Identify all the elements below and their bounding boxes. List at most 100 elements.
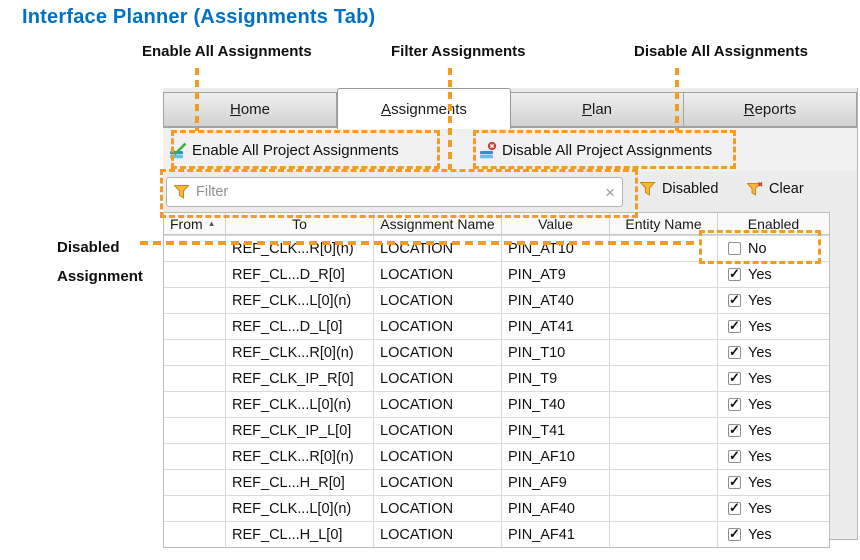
cell-enabled: ✓ Yes (718, 314, 829, 339)
annotation-line-filter (448, 68, 452, 170)
show-disabled-filter-button[interactable]: Disabled (640, 181, 718, 197)
cell-from (164, 236, 226, 261)
checkmark-icon: ✓ (729, 318, 740, 333)
enabled-checkbox[interactable] (728, 242, 741, 255)
cell-value: PIN_AT40 (502, 288, 610, 313)
column-header-enabled[interactable]: Enabled (747, 215, 800, 232)
cell-enabled: ✓ Yes (718, 444, 829, 469)
annotation-line-disabled-row (140, 241, 699, 245)
enabled-label: Yes (748, 526, 772, 543)
cell-entity-name (610, 470, 718, 495)
cell-assignment-name: LOCATION (374, 340, 502, 365)
annotation-box-no-checkbox (699, 230, 821, 264)
cell-assignment-name: LOCATION (374, 496, 502, 521)
checkmark-icon: ✓ (729, 474, 740, 489)
cell-from (164, 470, 226, 495)
callout-disabled-line1: Disabled (57, 239, 120, 256)
disable-assignments-icon (480, 141, 497, 158)
cell-assignment-name: LOCATION (374, 522, 502, 547)
annotation-box-filter-input (160, 169, 638, 218)
clear-filter-button[interactable]: Clear (747, 181, 804, 197)
cell-assignment-name: LOCATION (374, 418, 502, 443)
cell-from (164, 262, 226, 287)
cell-to: REF_CL...H_L[0] (226, 522, 374, 547)
enabled-checkbox[interactable]: ✓ (728, 449, 741, 463)
cell-entity-name (610, 340, 718, 365)
filter-text-field[interactable] (194, 183, 602, 201)
table-row[interactable]: REF_CLK...R[0](n) LOCATION PIN_AT10 No (164, 235, 829, 261)
cell-from (164, 496, 226, 521)
clear-filter-label: Clear (769, 181, 804, 197)
enabled-label: Yes (748, 500, 772, 517)
tab-assignments[interactable]: Assignments (337, 88, 511, 129)
clear-input-icon[interactable]: × (605, 182, 615, 202)
table-row[interactable]: REF_CL...D_R[0] LOCATION PIN_AT9 ✓ Yes (164, 261, 829, 287)
cell-assignment-name: LOCATION (374, 392, 502, 417)
checkmark-icon: ✓ (729, 370, 740, 385)
table-row[interactable]: REF_CLK...R[0](n) LOCATION PIN_AF10 ✓ Ye… (164, 443, 829, 469)
cell-to: REF_CLK_IP_L[0] (226, 418, 374, 443)
checkmark-icon: ✓ (729, 396, 740, 411)
callout-filter-assignments: Filter Assignments (391, 43, 526, 60)
column-header-assignment-name[interactable]: Assignment Name (374, 213, 502, 234)
table-row[interactable]: REF_CLK_IP_L[0] LOCATION PIN_T41 ✓ Yes (164, 417, 829, 443)
column-header-to[interactable]: To (226, 213, 374, 234)
table-row[interactable]: REF_CL...H_R[0] LOCATION PIN_AF9 ✓ Yes (164, 469, 829, 495)
enabled-label: Yes (748, 474, 772, 491)
cell-assignment-name: LOCATION (374, 470, 502, 495)
column-header-from[interactable]: From ▲ (164, 213, 226, 234)
cell-assignment-name: LOCATION (374, 314, 502, 339)
table-row[interactable]: REF_CLK_IP_R[0] LOCATION PIN_T9 ✓ Yes (164, 365, 829, 391)
cell-from (164, 288, 226, 313)
page-title: Interface Planner (Assignments Tab) (22, 6, 376, 28)
interface-planner-panel: Home Assignments Plan Reports Enable All… (163, 88, 858, 548)
table-row[interactable]: REF_CLK...L[0](n) LOCATION PIN_AF40 ✓ Ye… (164, 495, 829, 521)
enabled-checkbox[interactable]: ✓ (728, 474, 741, 489)
cell-to: REF_CLK...L[0](n) (226, 288, 374, 313)
table-row[interactable]: REF_CL...D_L[0] LOCATION PIN_AT41 ✓ Yes (164, 313, 829, 339)
cell-enabled: ✓ Yes (718, 262, 829, 287)
cell-from (164, 366, 226, 391)
cell-entity-name (610, 418, 718, 443)
cell-to: REF_CLK_IP_R[0] (226, 366, 374, 391)
table-row[interactable]: REF_CLK...L[0](n) LOCATION PIN_AT40 ✓ Ye… (164, 287, 829, 313)
cell-from (164, 314, 226, 339)
cell-from (164, 522, 226, 547)
cell-from (164, 340, 226, 365)
table-row[interactable]: REF_CLK...R[0](n) LOCATION PIN_T10 ✓ Yes (164, 339, 829, 365)
enabled-checkbox[interactable]: ✓ (728, 318, 741, 333)
filter-input[interactable]: × (166, 177, 623, 207)
table-row[interactable]: REF_CL...H_L[0] LOCATION PIN_AF41 ✓ Yes (164, 521, 829, 547)
enabled-checkbox[interactable]: ✓ (728, 501, 741, 515)
cell-to: REF_CLK...R[0](n) (226, 444, 374, 469)
tab-reports[interactable]: Reports (684, 92, 857, 127)
column-header-value[interactable]: Value (502, 213, 610, 234)
cell-assignment-name: LOCATION (374, 444, 502, 469)
enabled-checkbox[interactable]: ✓ (728, 396, 741, 411)
enabled-checkbox[interactable]: ✓ (728, 370, 741, 385)
column-header-entity-name[interactable]: Entity Name (610, 213, 718, 234)
cell-value: PIN_AT10 (502, 236, 610, 261)
enabled-checkbox[interactable]: ✓ (728, 423, 741, 437)
disable-all-project-assignments-button[interactable]: Disable All Project Assignments (479, 138, 712, 162)
enabled-checkbox[interactable]: ✓ (728, 527, 741, 541)
cell-value: PIN_T41 (502, 418, 610, 443)
enabled-label: Yes (748, 266, 772, 283)
enabled-checkbox[interactable]: ✓ (728, 292, 741, 307)
cell-entity-name (610, 262, 718, 287)
enabled-label: Yes (748, 318, 772, 335)
enabled-label: Yes (748, 370, 772, 387)
cell-value: PIN_T40 (502, 392, 610, 417)
enabled-checkbox[interactable]: ✓ (728, 345, 741, 359)
checkmark-icon: ✓ (729, 292, 740, 307)
table-row[interactable]: REF_CLK...L[0](n) LOCATION PIN_T40 ✓ Yes (164, 391, 829, 417)
cell-assignment-name: LOCATION (374, 288, 502, 313)
sort-ascending-icon: ▲ (207, 219, 216, 228)
table-header-row: From ▲ To Assignment Name Value Entity N… (164, 213, 829, 235)
enabled-checkbox[interactable]: ✓ (728, 267, 741, 281)
tab-home[interactable]: Home (163, 92, 337, 127)
cell-entity-name (610, 366, 718, 391)
cell-entity-name (610, 444, 718, 469)
enabled-label: Yes (748, 448, 772, 465)
tab-plan[interactable]: Plan (511, 92, 684, 127)
